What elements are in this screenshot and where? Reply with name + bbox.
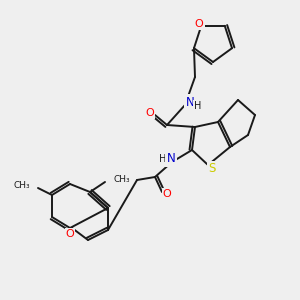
Text: O: O xyxy=(195,19,204,29)
Text: O: O xyxy=(146,108,154,118)
Text: CH₃: CH₃ xyxy=(14,182,30,190)
Text: O: O xyxy=(66,229,74,239)
Text: H: H xyxy=(159,154,167,164)
Text: O: O xyxy=(163,189,171,199)
Text: H: H xyxy=(194,101,202,111)
Text: N: N xyxy=(186,95,194,109)
Text: S: S xyxy=(208,163,216,176)
Text: CH₃: CH₃ xyxy=(113,176,130,184)
Text: N: N xyxy=(167,152,176,166)
